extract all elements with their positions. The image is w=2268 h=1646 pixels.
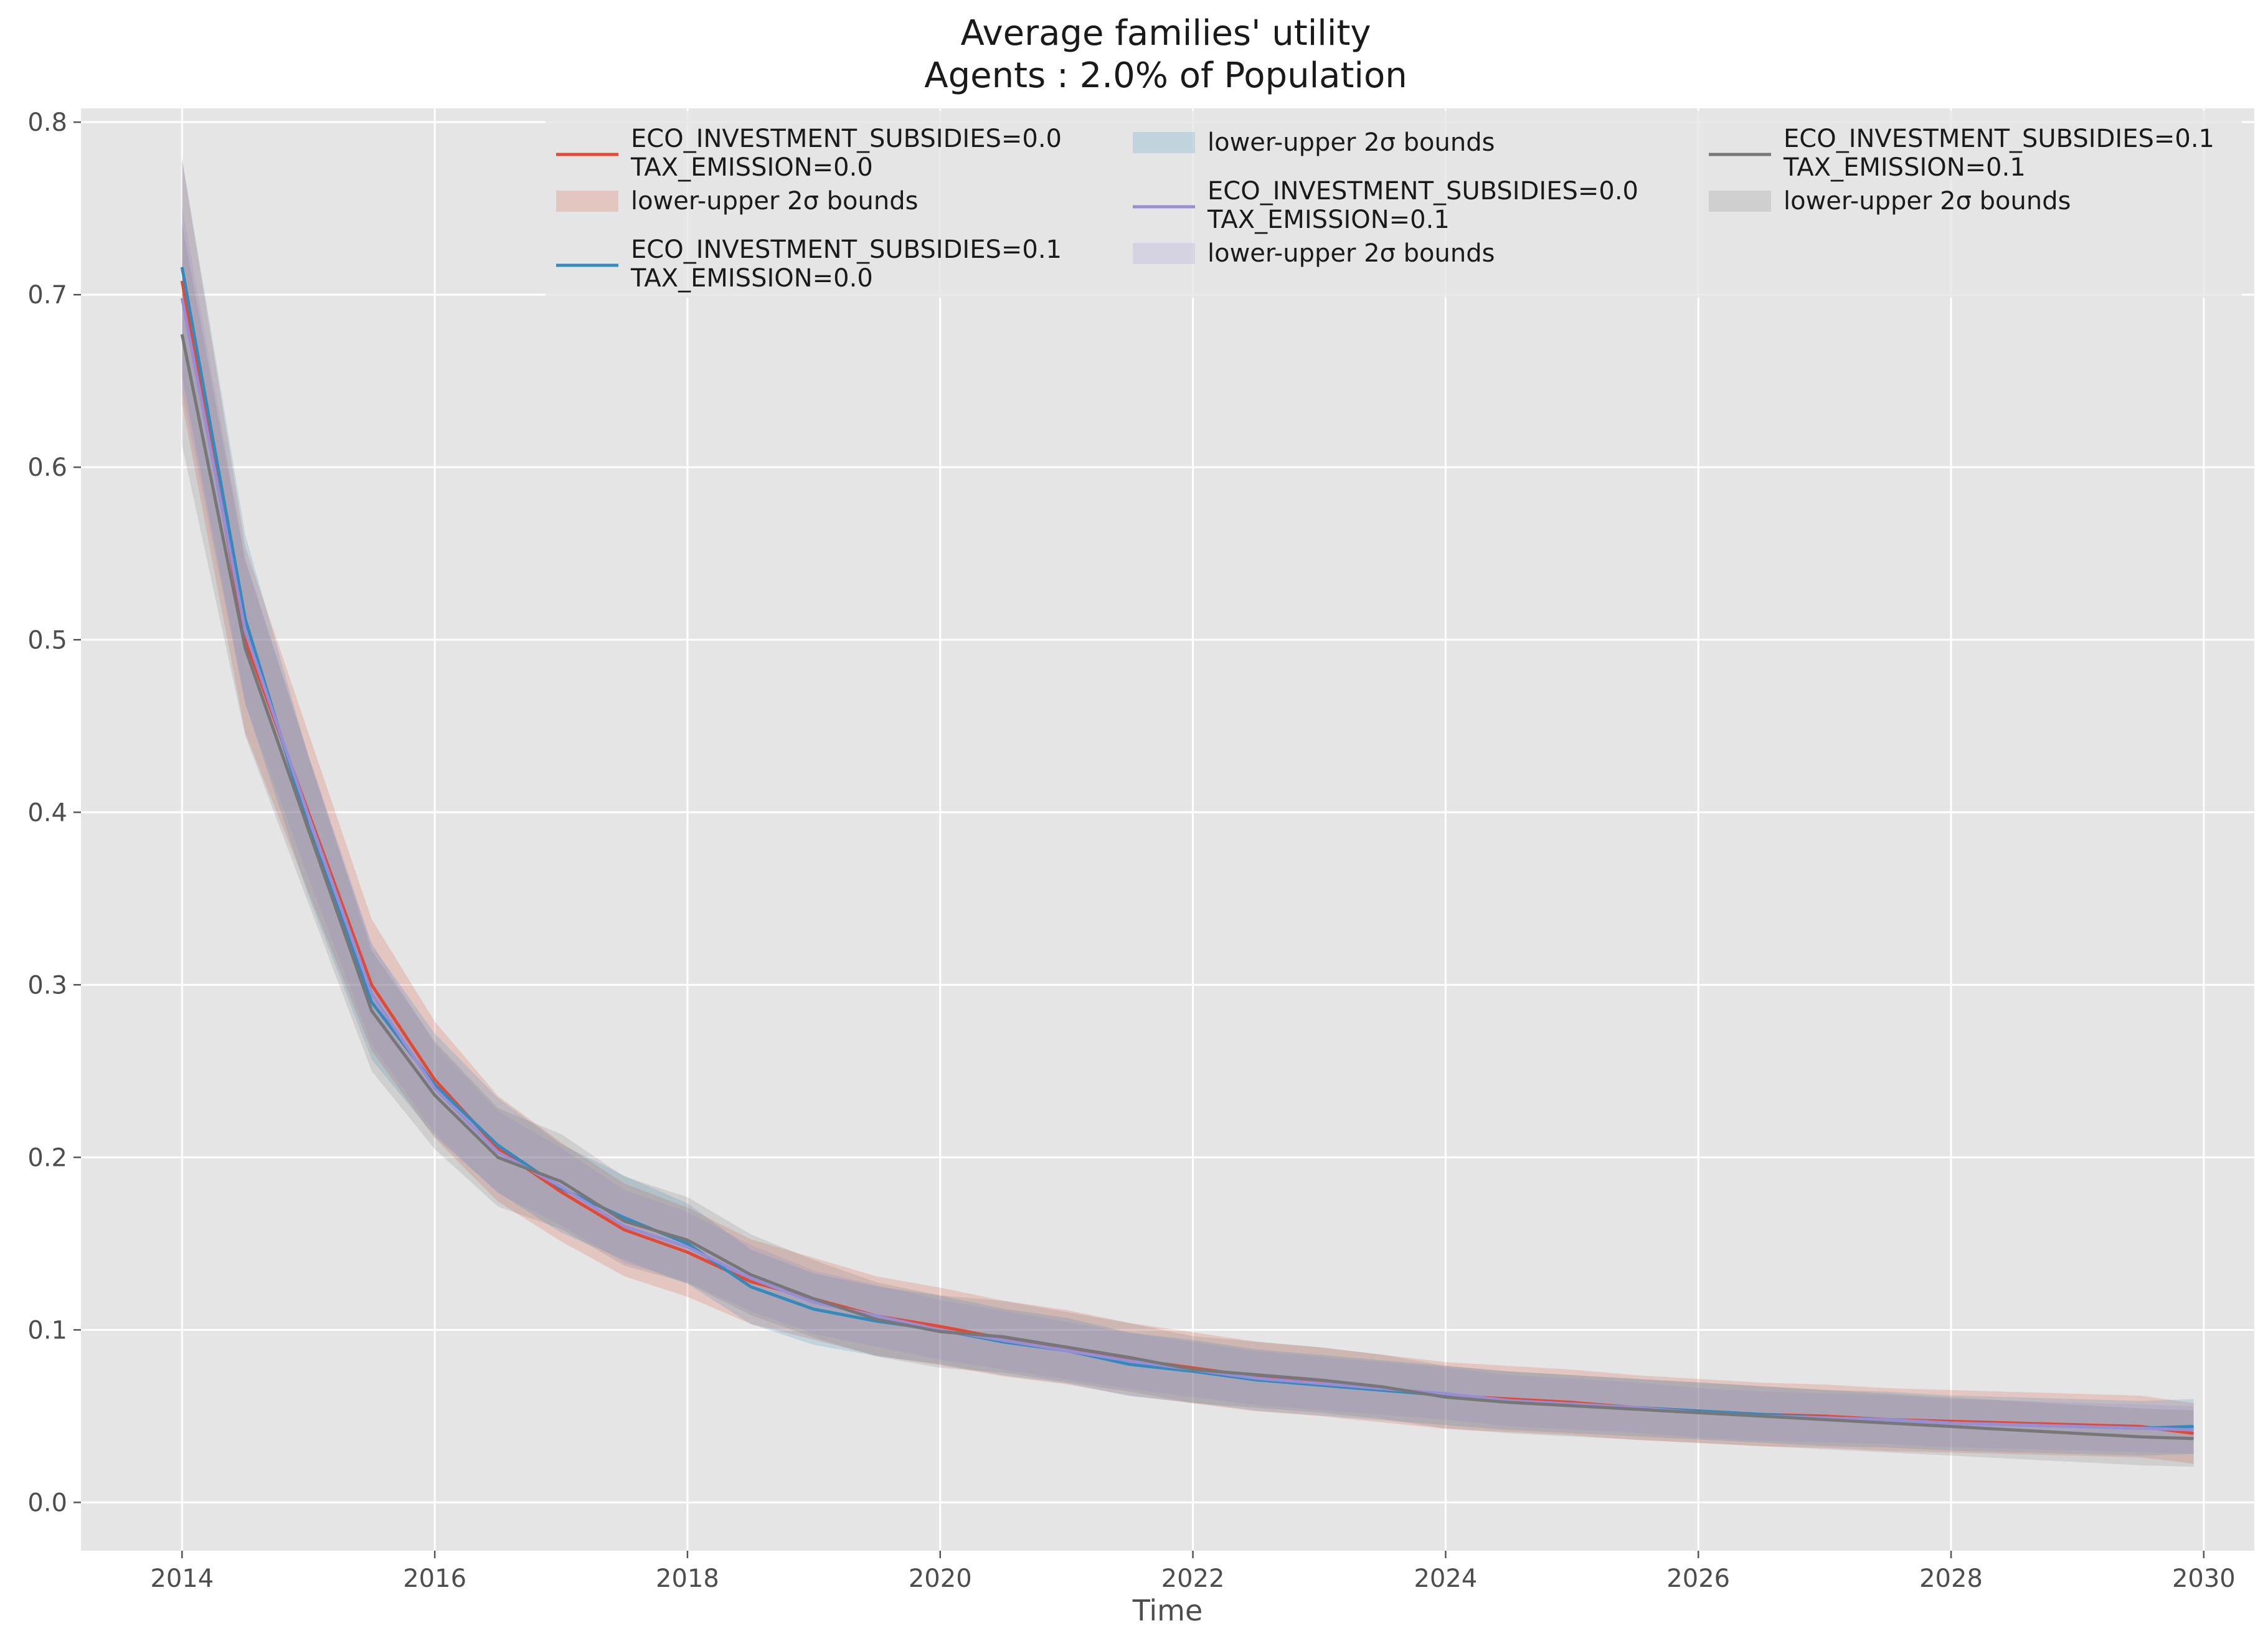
x-tick-label: 2018: [656, 1564, 719, 1593]
series-lines: [180, 267, 2194, 1440]
legend-label: ECO_INVESTMENT_SUBSIDIES=0.0: [1207, 177, 1638, 206]
x-tick-label: 2024: [1414, 1564, 1477, 1593]
y-tick-label: 0.4: [27, 798, 67, 827]
legend-box: [546, 111, 2242, 298]
plot-area: [81, 108, 2254, 1551]
x-tick-label: 2016: [403, 1564, 466, 1593]
y-tick-label: 0.2: [27, 1143, 67, 1172]
legend-label: TAX_EMISSION=0.0: [630, 264, 873, 293]
legend-band-swatch: [1133, 243, 1195, 264]
y-tick-label: 0.6: [27, 453, 67, 482]
chart-title-line-1: Average families' utility: [960, 13, 1371, 54]
legend-label: ECO_INVESTMENT_SUBSIDIES=0.1: [631, 235, 1062, 264]
legend-label: lower-upper 2σ bounds: [1207, 239, 1495, 268]
legend-label: ECO_INVESTMENT_SUBSIDIES=0.0: [631, 125, 1062, 153]
y-tick-label: 0.8: [27, 108, 67, 137]
y-axis-ticks: 0.0 0.1 0.2 0.3 0.4 0.5 0.6 0.7 0.8: [27, 108, 81, 1517]
legend: ECO_INVESTMENT_SUBSIDIES=0.0TAX_EMISSION…: [546, 111, 2242, 298]
legend-label: TAX_EMISSION=0.1: [1207, 206, 1450, 234]
legend-label: lower-upper 2σ bounds: [631, 187, 918, 215]
legend-label: ECO_INVESTMENT_SUBSIDIES=0.1: [1784, 125, 2214, 153]
grid-lines: [81, 108, 2254, 1551]
x-tick-label: 2022: [1161, 1564, 1225, 1593]
x-tick-label: 2020: [909, 1564, 972, 1593]
legend-label: TAX_EMISSION=0.0: [630, 153, 873, 182]
chart-title-line-2: Agents : 2.0% of Population: [924, 55, 1407, 96]
y-tick-label: 0.7: [27, 281, 67, 310]
legend-band-swatch: [1709, 191, 1771, 212]
x-axis-ticks: 2014 2016 2018 2020 2022 2024 2026 2028 2030: [150, 1551, 2236, 1593]
legend-label: TAX_EMISSION=0.1: [1783, 153, 2026, 182]
y-tick-label: 0.1: [27, 1316, 67, 1345]
legend-label: lower-upper 2σ bounds: [1784, 187, 2071, 215]
x-tick-label: 2026: [1666, 1564, 1730, 1593]
y-tick-label: 0.3: [27, 971, 67, 1000]
x-tick-label: 2028: [1919, 1564, 1983, 1593]
x-axis-label: Time: [1132, 1594, 1203, 1627]
legend-band-swatch: [556, 191, 618, 212]
y-tick-label: 0.5: [27, 626, 67, 655]
y-tick-label: 0.0: [27, 1488, 67, 1517]
legend-band-swatch: [1133, 132, 1195, 153]
x-tick-label: 2014: [150, 1564, 214, 1593]
legend-label: lower-upper 2σ bounds: [1207, 128, 1495, 157]
x-tick-label: 2030: [2172, 1564, 2236, 1593]
